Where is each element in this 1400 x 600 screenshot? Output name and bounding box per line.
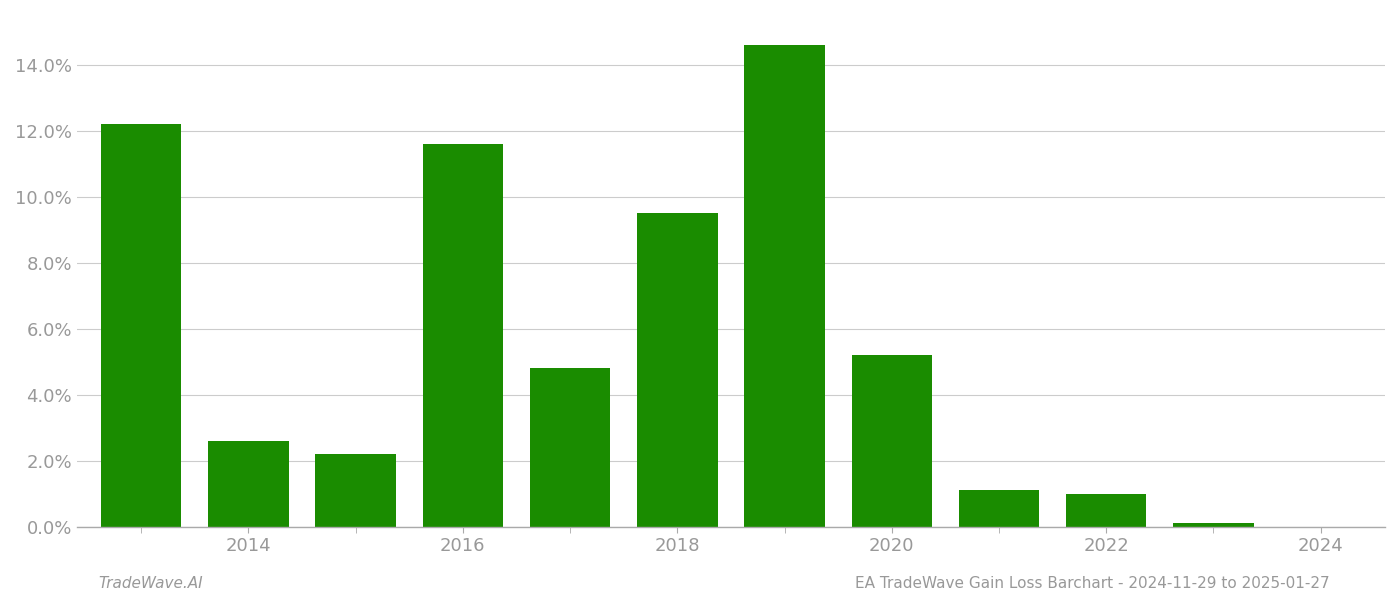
Bar [529,368,610,527]
Bar [959,490,1039,527]
Bar [315,454,396,527]
Bar [1173,523,1253,527]
Bar [637,213,718,527]
Bar [851,355,932,527]
Bar [1065,494,1147,527]
Bar [101,124,182,527]
Bar [209,441,288,527]
Text: TradeWave.AI: TradeWave.AI [98,576,203,591]
Text: EA TradeWave Gain Loss Barchart - 2024-11-29 to 2025-01-27: EA TradeWave Gain Loss Barchart - 2024-1… [855,576,1330,591]
Bar [745,45,825,527]
Bar [423,144,503,527]
